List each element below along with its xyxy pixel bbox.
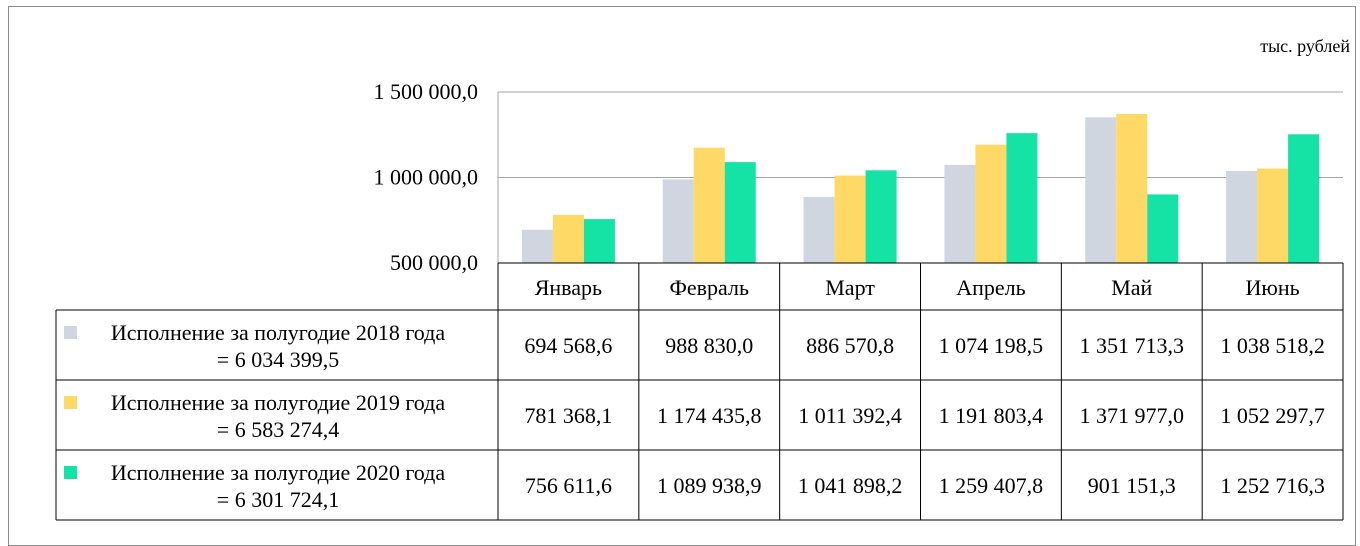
category-label: Май <box>1111 275 1152 300</box>
bar <box>724 162 756 263</box>
gridlines <box>497 91 1343 264</box>
category-label: Апрель <box>956 275 1025 300</box>
data-label: 1 191 803,4 <box>939 403 1044 428</box>
bar-chart: 1 500 000,0 1 000 000,0 500 000,0 Январь Фе… <box>55 79 1344 521</box>
bar <box>1147 194 1179 263</box>
bar <box>975 144 1007 263</box>
data-label: 781 368,1 <box>524 403 612 428</box>
data-label: 1 259 407,8 <box>939 473 1044 498</box>
bar <box>583 219 615 263</box>
legend-label: Исполнение за полугодие 2020 года <box>111 460 445 485</box>
legend-total: = 6 583 274,4 <box>217 417 339 442</box>
bar <box>1288 134 1320 263</box>
data-label: 1 089 938,9 <box>657 473 762 498</box>
category-label: Февраль <box>669 275 749 300</box>
y-axis-ticks: 1 500 000,0 1 000 000,0 500 000,0 <box>374 79 479 275</box>
bar <box>552 214 584 263</box>
data-label: 1 038 518,2 <box>1220 333 1325 358</box>
bar <box>1116 113 1148 263</box>
legend-label: Исполнение за полугодие 2019 года <box>111 390 445 415</box>
unit-label: тыс. рублей <box>1260 36 1350 56</box>
data-table: Январь Февраль Март Апрель Май Июнь Исполнение… <box>55 262 1344 521</box>
bar <box>693 147 725 263</box>
category-label: Январь <box>535 275 602 300</box>
data-label: 1 052 297,7 <box>1220 403 1325 428</box>
bar <box>1085 117 1117 263</box>
bar <box>1006 133 1038 263</box>
legend-swatch <box>64 466 77 479</box>
data-label: 1 252 716,3 <box>1220 473 1325 498</box>
category-label: Март <box>825 275 875 300</box>
y-tick-label: 1 000 000,0 <box>374 165 479 190</box>
bar <box>662 179 694 263</box>
data-label: 1 074 198,5 <box>939 333 1044 358</box>
data-label: 1 371 977,0 <box>1080 403 1185 428</box>
category-label: Июнь <box>1246 275 1300 300</box>
data-label: 1 174 435,8 <box>657 403 762 428</box>
data-label: 886 570,8 <box>806 333 894 358</box>
bar <box>803 196 835 263</box>
bar <box>1226 170 1258 263</box>
legend-swatch <box>64 326 77 339</box>
legend-total: = 6 034 399,5 <box>217 347 339 372</box>
bar <box>944 164 976 263</box>
data-label: 1 351 713,3 <box>1080 333 1185 358</box>
legend-swatch <box>64 396 77 409</box>
bars <box>521 113 1320 263</box>
data-label: 988 830,0 <box>665 333 753 358</box>
data-label: 694 568,6 <box>524 333 612 358</box>
data-label: 1 011 392,4 <box>798 403 902 428</box>
legend-total: = 6 301 724,1 <box>217 487 339 512</box>
y-tick-label: 1 500 000,0 <box>374 79 479 104</box>
data-label: 1 041 898,2 <box>798 473 903 498</box>
bar <box>1257 168 1289 263</box>
bar <box>865 170 897 263</box>
y-tick-label: 500 000,0 <box>390 250 478 275</box>
legend-label: Исполнение за полугодие 2018 года <box>111 320 445 345</box>
data-label: 756 611,6 <box>525 473 612 498</box>
bar <box>521 229 553 263</box>
bar <box>834 175 866 263</box>
data-label: 901 151,3 <box>1088 473 1176 498</box>
